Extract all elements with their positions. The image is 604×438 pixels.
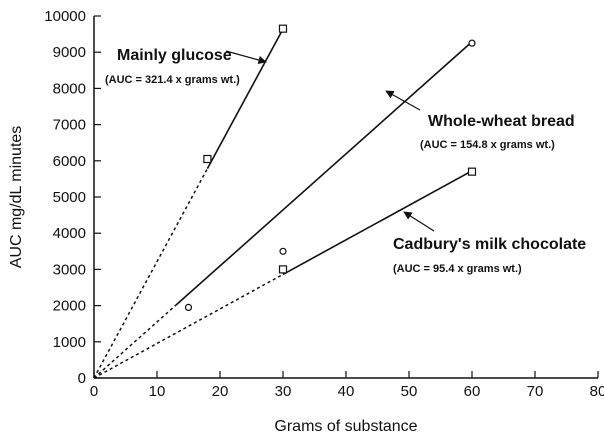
- formula-mainly-glucose: (AUC = 321.4 x grams wt.): [105, 74, 240, 86]
- fit-extrapolation-0: [93, 168, 209, 379]
- y-tick-label-8000: 8000: [53, 80, 86, 97]
- x-tick-label-60: 60: [464, 383, 481, 400]
- label-cadbury-milk-chocolate: Cadbury's milk chocolate: [393, 236, 586, 253]
- x-tick-label-20: 20: [212, 383, 229, 400]
- x-ticks: 0 10 20 30 40 50 60 70 80: [90, 371, 604, 400]
- y-tick-label-7000: 7000: [53, 117, 86, 134]
- y-tick-label-1000: 1000: [53, 334, 86, 351]
- y-tick-label-6000: 6000: [53, 153, 86, 170]
- x-tick-label-80: 80: [590, 383, 604, 400]
- fit-lines: [93, 28, 473, 379]
- fit-extrapolation-2: [93, 273, 284, 379]
- fit-line-2: [282, 170, 473, 276]
- fit-line-1: [175, 41, 473, 306]
- data-point-1-1: [279, 247, 287, 255]
- fit-line-0: [206, 28, 284, 169]
- arrow-whole-wheat-bread: [385, 90, 421, 111]
- formula-whole-wheat-bread: (AUC = 154.8 x grams wt.): [420, 139, 555, 151]
- x-axis-title: Grams of substance: [274, 418, 417, 435]
- x-tick-label-10: 10: [149, 383, 166, 400]
- data-point-2-0: [278, 265, 288, 274]
- label-whole-wheat-bread: Whole-wheat bread: [428, 113, 575, 130]
- y-tick-label-2000: 2000: [53, 298, 86, 315]
- arrow-mainly-glucose: [225, 50, 267, 65]
- y-tick-label-0: 0: [78, 370, 86, 387]
- data-markers: [184, 24, 477, 312]
- data-point-0-0: [203, 154, 212, 164]
- x-tick-label-0: 0: [90, 383, 98, 400]
- y-tick-label-4000: 4000: [53, 225, 86, 242]
- x-tick-label-70: 70: [527, 383, 544, 400]
- y-tick-label-3000: 3000: [53, 261, 86, 278]
- y-tick-label-9000: 9000: [53, 44, 86, 61]
- data-point-1-2: [468, 39, 476, 47]
- formula-cadbury-milk-chocolate: (AUC = 95.4 x grams wt.): [393, 263, 522, 275]
- arrow-cadbury-milk-chocolate: [403, 211, 435, 232]
- x-tick-label-30: 30: [275, 383, 292, 400]
- fit-extrapolation-1: [93, 304, 177, 379]
- data-point-2-1: [467, 167, 477, 176]
- label-mainly-glucose: Mainly glucose: [117, 47, 232, 64]
- x-tick-label-40: 40: [338, 383, 355, 400]
- y-tick-label-10000: 10000: [44, 8, 86, 25]
- y-ticks: 0 1000 2000 3000 4000 5000 6000 7000 8000 9000 100…: [44, 8, 101, 387]
- y-tick-label-5000: 5000: [53, 189, 86, 206]
- x-tick-label-50: 50: [401, 383, 418, 400]
- data-point-0-1: [278, 24, 288, 33]
- y-axis-title: AUC mg/dL minutes: [8, 126, 25, 269]
- data-point-1-0: [184, 303, 193, 312]
